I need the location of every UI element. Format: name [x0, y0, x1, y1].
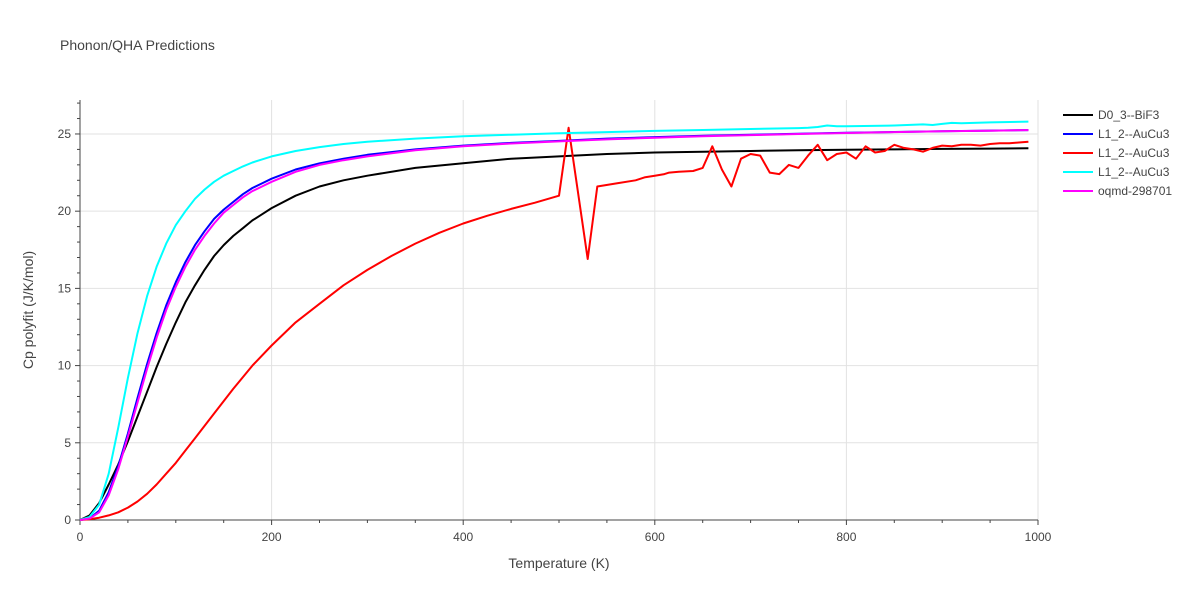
y-axis-label: Cp polyfit (J/K/mol)	[20, 251, 36, 369]
legend-label: D0_3--BiF3	[1098, 108, 1160, 122]
legend-item-0[interactable]: D0_3--BiF3	[1063, 108, 1160, 122]
y-tick-label: 10	[58, 359, 72, 373]
legend-item-2[interactable]: L1_2--AuCu3	[1063, 146, 1170, 160]
x-tick-label: 600	[645, 530, 665, 544]
y-tick-label: 5	[64, 436, 71, 450]
plot-area	[79, 120, 1029, 521]
legend-label: oqmd-298701	[1098, 184, 1172, 198]
x-tick-label: 200	[262, 530, 282, 544]
legend-label: L1_2--AuCu3	[1098, 146, 1170, 160]
y-tick-label: 15	[58, 281, 72, 295]
x-tick-label: 400	[453, 530, 473, 544]
legend-item-3[interactable]: L1_2--AuCu3	[1063, 165, 1170, 179]
x-axis-label: Temperature (K)	[508, 555, 609, 571]
legend-label: L1_2--AuCu3	[1098, 165, 1170, 179]
y-tick-label: 25	[58, 127, 72, 141]
legend: D0_3--BiF3 L1_2--AuCu3 L1_2--AuCu3 L1_2--Au…	[1063, 108, 1172, 198]
series-line-1	[79, 129, 1029, 521]
grid	[80, 100, 1039, 520]
legend-item-1[interactable]: L1_2--AuCu3	[1063, 127, 1170, 141]
x-tick-label: 1000	[1025, 530, 1052, 544]
y-tick-label: 20	[58, 204, 72, 218]
x-tick-label: 0	[77, 530, 84, 544]
series-line-0	[79, 147, 1029, 521]
chart-title: Phonon/QHA Predictions	[60, 37, 215, 53]
legend-label: L1_2--AuCu3	[1098, 127, 1170, 141]
series-line-2	[79, 126, 1029, 521]
legend-item-4[interactable]: oqmd-298701	[1063, 184, 1172, 198]
series-line-3	[79, 120, 1029, 521]
axes: 0 200 400 600 800 1000 0 5 10 15 20 25	[58, 100, 1052, 544]
series-line-4	[79, 129, 1029, 521]
y-tick-label: 0	[64, 513, 71, 527]
x-tick-label: 800	[836, 530, 856, 544]
